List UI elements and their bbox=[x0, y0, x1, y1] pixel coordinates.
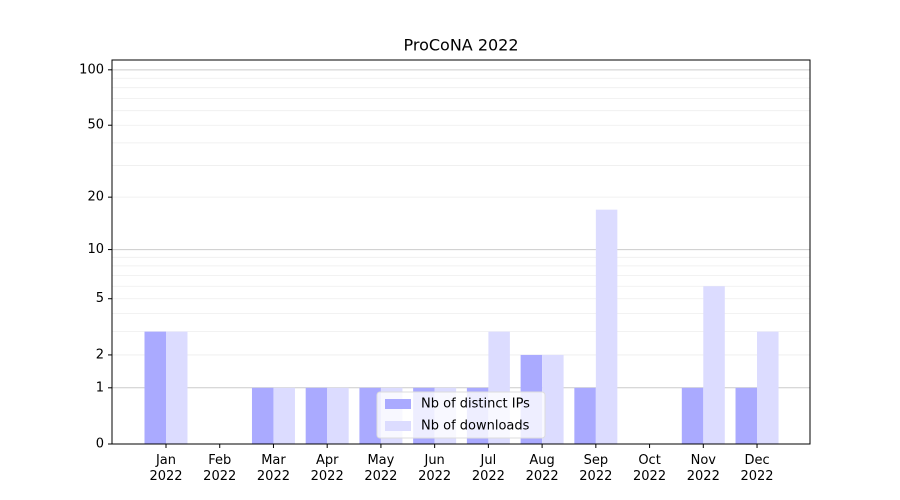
plot-frame bbox=[111, 59, 811, 445]
x-tick-label: Jul 2022 bbox=[471, 453, 505, 484]
x-tick-label: Dec 2022 bbox=[740, 453, 774, 484]
legend-swatch bbox=[385, 421, 411, 431]
y-tick-label: 5 bbox=[96, 291, 104, 306]
bar bbox=[166, 331, 188, 444]
legend-label: Nb of downloads bbox=[421, 419, 530, 434]
x-tick-label: Oct 2022 bbox=[633, 453, 667, 484]
legend-box bbox=[376, 391, 546, 439]
y-tick-label: 0 bbox=[96, 437, 104, 452]
x-tick-label: May 2022 bbox=[364, 453, 398, 484]
bar bbox=[681, 387, 704, 444]
y-tick-label: 20 bbox=[87, 190, 104, 205]
bar bbox=[144, 331, 166, 444]
x-tick-label: Aug 2022 bbox=[525, 453, 559, 484]
bar bbox=[703, 286, 725, 444]
x-tick-label: Feb 2022 bbox=[203, 453, 237, 484]
x-tick-label: Mar 2022 bbox=[256, 453, 290, 484]
bar bbox=[305, 387, 328, 444]
x-tick-label: Sep 2022 bbox=[579, 453, 613, 484]
x-tick-label: Apr 2022 bbox=[310, 453, 344, 484]
x-tick-label: Nov 2022 bbox=[686, 453, 720, 484]
y-tick-label: 100 bbox=[79, 62, 104, 77]
y-tick-label: 1 bbox=[96, 380, 104, 395]
y-tick-label: 2 bbox=[96, 347, 104, 362]
bar bbox=[273, 387, 295, 444]
y-tick-label: 50 bbox=[87, 118, 104, 133]
bar bbox=[595, 209, 618, 444]
bar bbox=[327, 387, 349, 444]
x-tick-label: Jan 2022 bbox=[149, 453, 183, 484]
x-tick-label: Jun 2022 bbox=[418, 453, 452, 484]
chart-title: ProCoNA 2022 bbox=[403, 36, 518, 55]
bar bbox=[542, 354, 564, 444]
bar bbox=[757, 331, 779, 444]
legend-swatch bbox=[385, 399, 411, 409]
bar bbox=[735, 387, 758, 444]
legend: Nb of distinct IPs Nb of downloads bbox=[376, 391, 546, 439]
bar bbox=[574, 387, 596, 444]
grid bbox=[112, 69, 810, 389]
y-tick-label: 10 bbox=[87, 242, 104, 257]
bar bbox=[359, 387, 381, 444]
bar bbox=[251, 387, 274, 444]
legend-label: Nb of distinct IPs bbox=[421, 397, 530, 412]
